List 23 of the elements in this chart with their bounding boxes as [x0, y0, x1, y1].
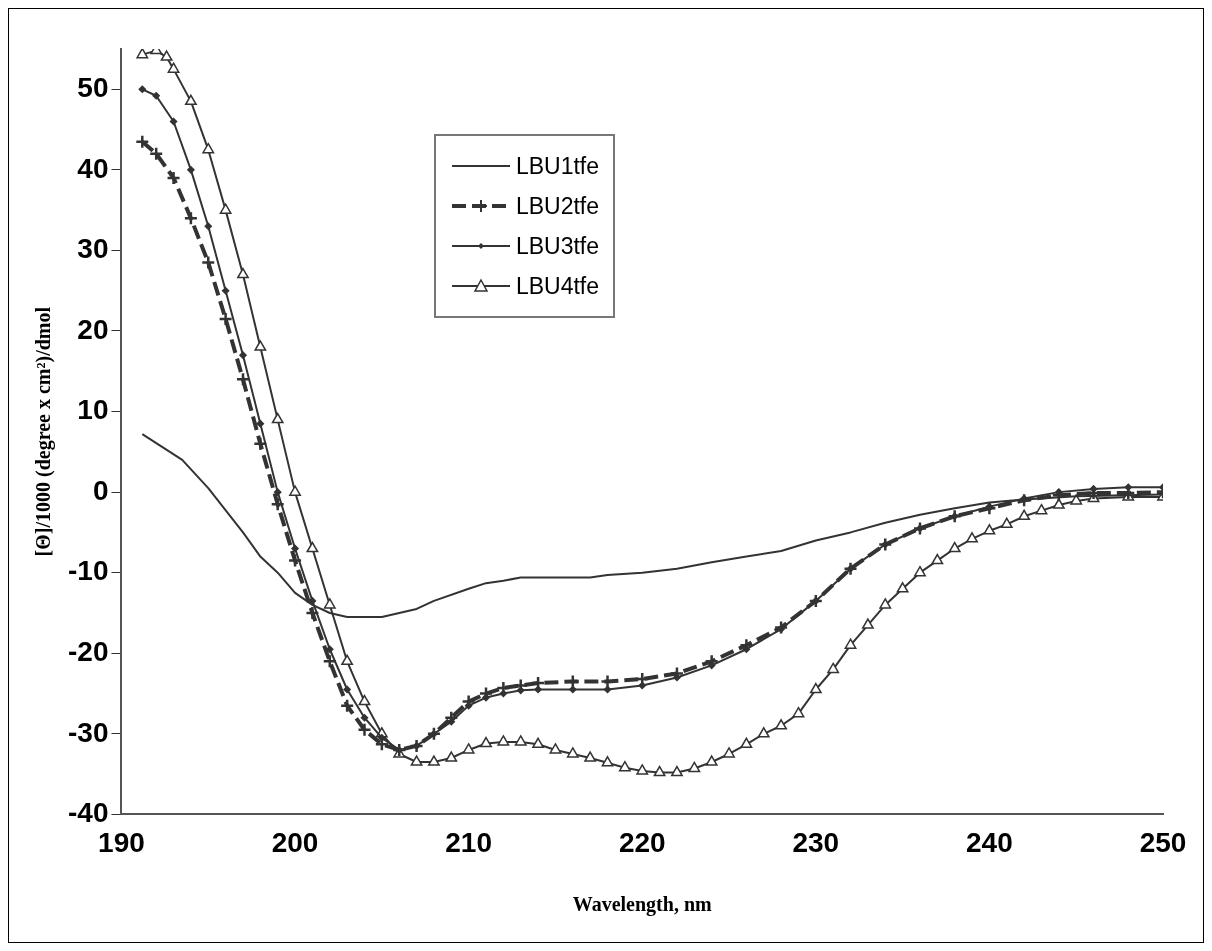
y-tick-label: 50: [77, 72, 109, 103]
y-tick-label: -10: [68, 555, 109, 587]
y-tick-label: 30: [77, 233, 109, 265]
y-tick-label: 10: [77, 394, 109, 426]
legend-label: LBU3tfe: [515, 232, 600, 260]
x-tick-label: 220: [618, 826, 666, 858]
x-tick-label: 190: [98, 826, 145, 858]
legend-label: LBU4tfe: [515, 272, 600, 300]
x-tick-label: 250: [1139, 826, 1187, 858]
x-tick-label: 240: [966, 826, 1013, 858]
y-tick-label: -40: [68, 797, 109, 829]
y-tick-label: 20: [77, 313, 109, 345]
x-tick-label: 200: [271, 826, 319, 858]
x-tick-label: 210: [445, 826, 493, 858]
x-axis-title: Wavelength, nm: [572, 893, 713, 917]
y-tick-label: -20: [68, 635, 109, 667]
y-tick-label: -30: [68, 716, 109, 748]
y-axis-title: [Θ]/1000 (degree x cm²)/dmol: [32, 306, 56, 557]
y-tick-label: 0: [92, 474, 109, 506]
y-tick-label: 40: [77, 152, 109, 184]
x-tick-label: 230: [792, 826, 840, 858]
legend-label: LBU1tfe: [515, 152, 600, 180]
legend-label: LBU2tfe: [515, 192, 600, 220]
